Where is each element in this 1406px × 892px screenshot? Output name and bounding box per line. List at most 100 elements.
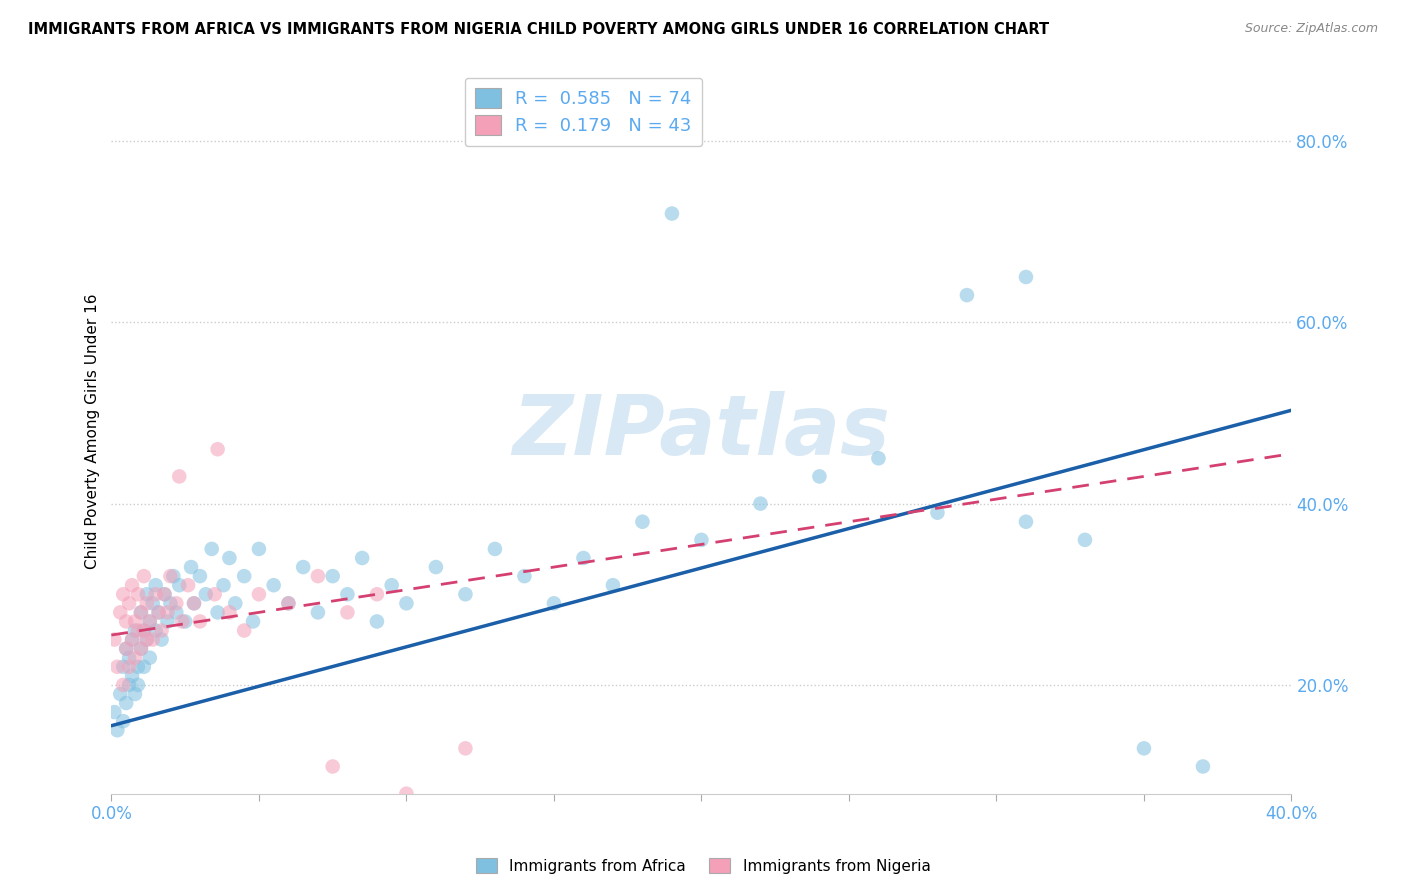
Point (167, 578, 190, 592)
Point (690, 533, 713, 547)
Legend: R =  0.585   N = 74, R =  0.179   N = 43: R = 0.585 N = 74, R = 0.179 N = 43 (464, 78, 703, 146)
Point (153, 587, 176, 601)
Point (165, 596, 187, 610)
Point (112, 678, 135, 692)
Point (454, 587, 477, 601)
Point (150, 632, 173, 647)
Point (336, 587, 359, 601)
Point (115, 615, 138, 629)
Point (162, 569, 184, 583)
Point (233, 624, 256, 638)
Point (352, 551, 374, 566)
Point (115, 641, 138, 656)
Point (167, 469, 190, 483)
Text: Source: ZipAtlas.com: Source: ZipAtlas.com (1244, 22, 1378, 36)
Point (218, 606, 240, 620)
Point (366, 615, 388, 629)
Point (513, 569, 536, 583)
Point (224, 596, 246, 610)
Point (124, 687, 146, 701)
Point (112, 714, 135, 728)
Point (103, 705, 125, 719)
Point (115, 696, 138, 710)
Point (188, 569, 211, 583)
Point (247, 541, 270, 556)
Point (322, 759, 344, 773)
Point (808, 469, 831, 483)
Text: ZIPatlas: ZIPatlas (513, 391, 890, 472)
Point (204, 587, 226, 601)
Point (307, 569, 329, 583)
Point (132, 569, 155, 583)
Point (242, 615, 264, 629)
Point (277, 596, 299, 610)
Point (1192, 759, 1215, 773)
Point (159, 596, 181, 610)
Point (218, 551, 240, 566)
Point (135, 632, 157, 647)
Point (174, 615, 197, 629)
Point (142, 632, 165, 647)
Point (207, 442, 229, 457)
Point (484, 541, 506, 556)
Point (132, 624, 155, 638)
Point (277, 596, 299, 610)
Point (307, 606, 329, 620)
Point (118, 678, 141, 692)
Point (118, 650, 141, 665)
Point (124, 615, 146, 629)
Point (381, 578, 404, 592)
Point (139, 650, 162, 665)
Point (233, 569, 256, 583)
Point (145, 587, 167, 601)
Point (1074, 533, 1097, 547)
Point (927, 506, 949, 520)
Point (129, 606, 152, 620)
Y-axis label: Child Poverty Among Girls Under 16: Child Poverty Among Girls Under 16 (86, 293, 100, 569)
Point (121, 578, 143, 592)
Point (112, 660, 135, 674)
Point (127, 678, 149, 692)
Point (207, 606, 229, 620)
Point (1133, 741, 1156, 756)
Point (183, 596, 205, 610)
Point (425, 560, 447, 574)
Point (148, 606, 170, 620)
Point (956, 288, 979, 302)
Point (132, 624, 155, 638)
Point (135, 596, 157, 610)
Point (129, 606, 152, 620)
Point (127, 587, 149, 601)
Point (121, 632, 143, 647)
Point (1015, 515, 1038, 529)
Point (322, 569, 344, 583)
Point (156, 606, 179, 620)
Point (112, 587, 135, 601)
Point (110, 606, 132, 620)
Point (135, 632, 157, 647)
Point (145, 624, 167, 638)
Point (129, 641, 152, 656)
Point (150, 624, 173, 638)
Point (156, 615, 179, 629)
Point (247, 587, 270, 601)
Point (148, 606, 170, 620)
Legend: Immigrants from Africa, Immigrants from Nigeria: Immigrants from Africa, Immigrants from … (470, 852, 936, 880)
Point (135, 587, 157, 601)
Point (194, 587, 217, 601)
Point (183, 596, 205, 610)
Point (602, 578, 624, 592)
Point (263, 578, 285, 592)
Point (142, 596, 165, 610)
Point (572, 551, 595, 566)
Point (129, 641, 152, 656)
Text: IMMIGRANTS FROM AFRICA VS IMMIGRANTS FROM NIGERIA CHILD POVERTY AMONG GIRLS UNDE: IMMIGRANTS FROM AFRICA VS IMMIGRANTS FRO… (28, 22, 1049, 37)
Point (132, 660, 155, 674)
Point (127, 660, 149, 674)
Point (177, 578, 200, 592)
Point (118, 596, 141, 610)
Point (153, 587, 176, 601)
Point (124, 650, 146, 665)
Point (124, 624, 146, 638)
Point (454, 741, 477, 756)
